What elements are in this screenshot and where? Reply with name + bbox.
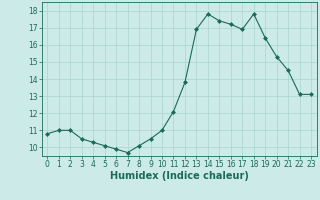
X-axis label: Humidex (Indice chaleur): Humidex (Indice chaleur)	[110, 171, 249, 181]
